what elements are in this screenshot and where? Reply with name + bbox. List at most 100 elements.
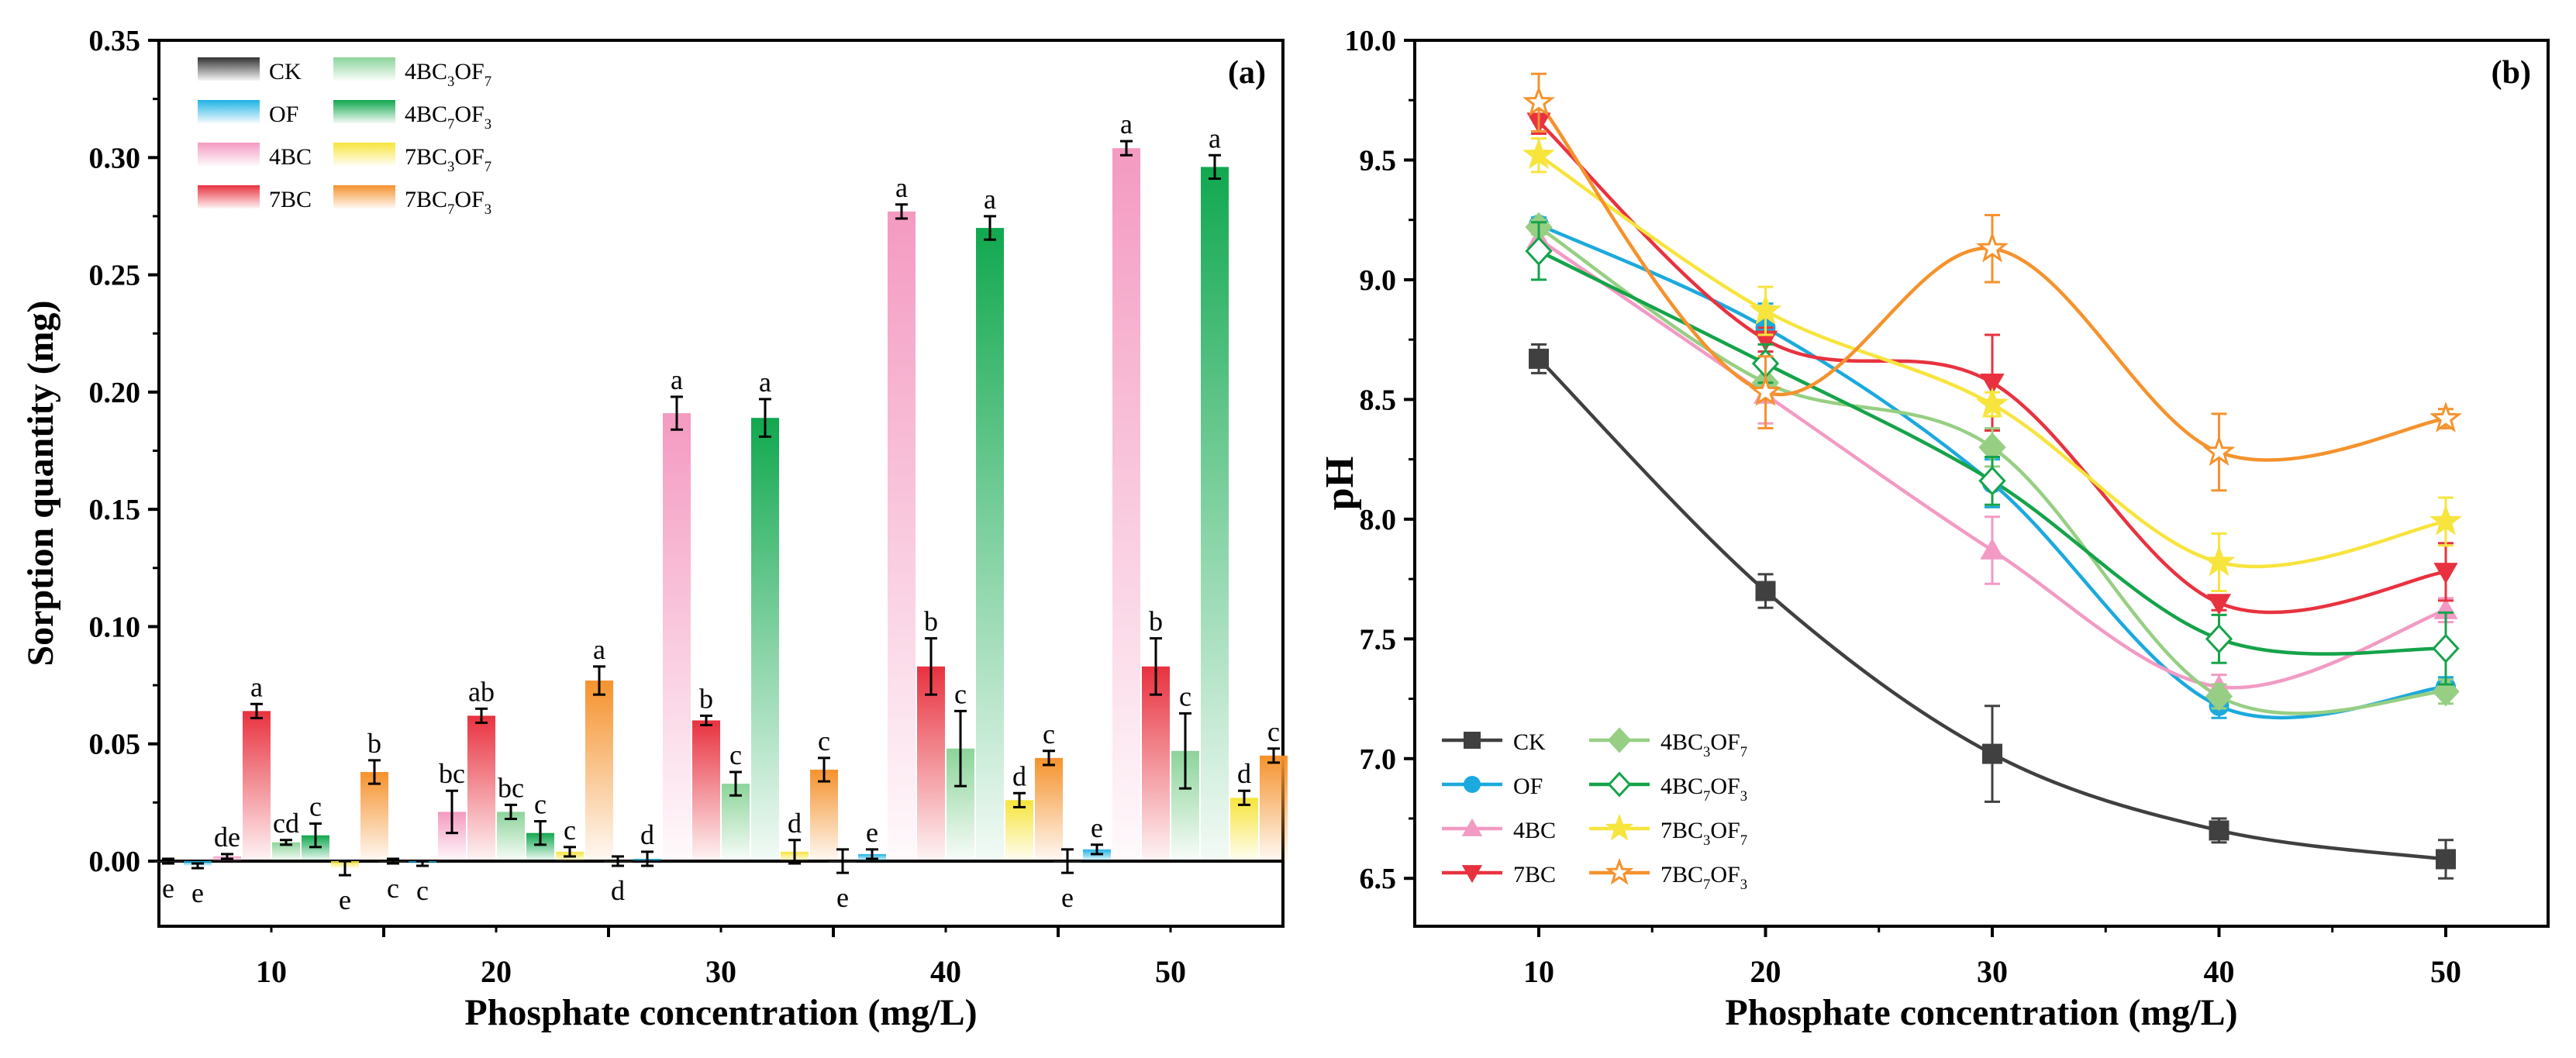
legend-label-OF: OF	[1513, 774, 1543, 799]
legend-label-4BC: 4BC	[269, 144, 312, 170]
data-point-7BC7OF3-30	[1976, 231, 2009, 263]
y-tick-label: 0.15	[89, 494, 141, 526]
bar-4BC3OF7-20	[497, 812, 525, 861]
y-tick-label: 0.00	[89, 846, 141, 878]
significance-label-4BC3OF7-50: c	[1179, 681, 1191, 712]
significance-label-OF-20: c	[416, 875, 429, 906]
significance-label-7BC7OF3-20: a	[593, 634, 605, 665]
significance-label-7BC3OF7-40: d	[1012, 760, 1026, 791]
significance-label-7BC3OF7-30: d	[788, 808, 802, 839]
legend-marker-OF	[1464, 776, 1481, 793]
data-point-4BC3OF7-40	[2205, 681, 2233, 712]
significance-label-7BC7OF3-50: c	[1267, 716, 1280, 747]
x-tick-label: 40	[2204, 954, 2235, 989]
legend-marker-4BC3OF7	[1607, 727, 1632, 753]
legend-label-4BC3OF7: 4BC3OF7	[405, 59, 491, 90]
data-point-CK-40	[2209, 820, 2229, 841]
data-point-4BC7OF3-10	[1525, 236, 1553, 266]
x-tick-label: 40	[930, 954, 961, 989]
significance-label-7BC-40: b	[924, 606, 938, 637]
x-tick-label: 20	[481, 954, 512, 989]
data-point-7BC3OF7-10	[1522, 138, 1555, 170]
legend-label-7BC: 7BC	[269, 187, 312, 212]
legend-marker-4BC	[1461, 818, 1483, 836]
y-tick-label: 0.05	[89, 729, 141, 761]
significance-label-7BC7OF3-40: c	[1043, 719, 1055, 750]
data-point-7BC-30	[1980, 374, 2005, 395]
legend-swatch-7BC3OF7	[333, 143, 395, 166]
y-tick-label: 7.0	[1360, 743, 1397, 776]
significance-label-OF-50: e	[1091, 812, 1103, 843]
x-tick-label: 50	[1155, 954, 1186, 989]
series-line-CK	[1537, 357, 2447, 861]
legend-swatch-4BC	[198, 143, 260, 166]
y-tick-label: 10.0	[1345, 25, 1397, 57]
bar-7BC-50	[1142, 666, 1170, 861]
significance-label-OF-40: e	[866, 817, 878, 848]
bar-OF-50	[1083, 849, 1111, 861]
bar-7BC-20	[467, 715, 495, 861]
bar-4BC-40	[888, 211, 916, 861]
legend-marker-CK	[1464, 732, 1481, 749]
data-point-7BC-40	[2206, 594, 2232, 615]
significance-label-4BC-20: bc	[439, 758, 465, 789]
y-tick-label: 9.5	[1360, 144, 1397, 177]
x-tick-label: 10	[256, 954, 287, 989]
y-tick-label: 9.0	[1360, 264, 1397, 297]
significance-label-4BC7OF3-30: a	[759, 367, 771, 398]
y-tick-label: 0.25	[89, 260, 141, 292]
y-tick-label: 8.0	[1360, 504, 1397, 536]
significance-label-4BC7OF3-40: a	[984, 184, 996, 215]
y-tick-label: 8.5	[1360, 384, 1397, 416]
legend-label-4BC7OF3: 4BC7OF3	[1660, 774, 1747, 805]
data-point-CK-20	[1755, 581, 1776, 601]
legend-swatch-4BC7OF3	[333, 100, 395, 123]
x-axis-title: Phosphate concentration (mg/L)	[1725, 992, 2237, 1033]
x-tick-label: 30	[1977, 954, 2008, 989]
bar-7BC-40	[917, 666, 945, 861]
significance-label-4BC3OF7-30: c	[729, 739, 742, 770]
x-tick-label: 30	[705, 954, 736, 989]
legend-label-CK: CK	[1513, 729, 1546, 755]
legend-label-4BC7OF3: 4BC7OF3	[405, 102, 491, 133]
bar-7BC7OF3-40	[1035, 757, 1063, 861]
bar-7BC3OF7-50	[1230, 798, 1258, 861]
significance-label-4BC-40: a	[895, 172, 908, 203]
data-point-7BC7OF3-40	[2202, 435, 2236, 467]
legend-swatch-CK	[198, 57, 260, 81]
legend-swatch-7BC	[198, 185, 260, 208]
panel-label-b: (b)	[2492, 55, 2531, 91]
x-tick-label: 50	[2430, 954, 2461, 989]
significance-label-7BC7OF3-10: b	[367, 728, 381, 759]
legend-label-OF: OF	[269, 102, 298, 127]
data-point-7BC3OF7-40	[2202, 545, 2236, 577]
bar-4BC7OF3-40	[976, 228, 1004, 861]
series-line-7BC7OF3	[1537, 101, 2447, 462]
y-tick-label: 7.5	[1360, 623, 1397, 656]
significance-label-4BC-10: de	[214, 822, 240, 853]
legend-marker-7BC3OF7	[1605, 813, 1634, 841]
data-point-4BC7OF3-40	[2205, 624, 2233, 654]
legend-label-4BC: 4BC	[1513, 818, 1556, 843]
significance-label-4BC3OF7-40: c	[954, 678, 967, 709]
data-point-CK-10	[1529, 348, 1549, 369]
significance-label-7BC3OF7-50: d	[1237, 758, 1251, 789]
significance-label-4BC7OF3-10: c	[309, 791, 322, 822]
data-point-CK-30	[1982, 743, 2002, 764]
data-point-4BC-30	[1980, 538, 2005, 560]
x-tick-label: 10	[1523, 954, 1554, 989]
y-tick-label: 6.5	[1360, 863, 1397, 895]
data-point-7BC7OF3-50	[2429, 401, 2462, 433]
data-point-7BC7OF3-20	[1749, 375, 1782, 406]
bar-7BC-10	[243, 711, 271, 861]
significance-label-4BC-30: a	[671, 364, 683, 395]
legend-label-4BC3OF7: 4BC3OF7	[1660, 729, 1747, 760]
significance-label-7BC-10: a	[250, 671, 263, 702]
significance-label-7BC3OF7-10: e	[339, 884, 351, 915]
bar-4BC7OF3-50	[1201, 167, 1229, 862]
significance-label-7BC3OF7-20: c	[564, 815, 576, 846]
significance-label-CK-30: d	[611, 875, 625, 906]
x-tick-label: 20	[1750, 954, 1781, 989]
bar-7BC7OF3-20	[585, 681, 613, 861]
